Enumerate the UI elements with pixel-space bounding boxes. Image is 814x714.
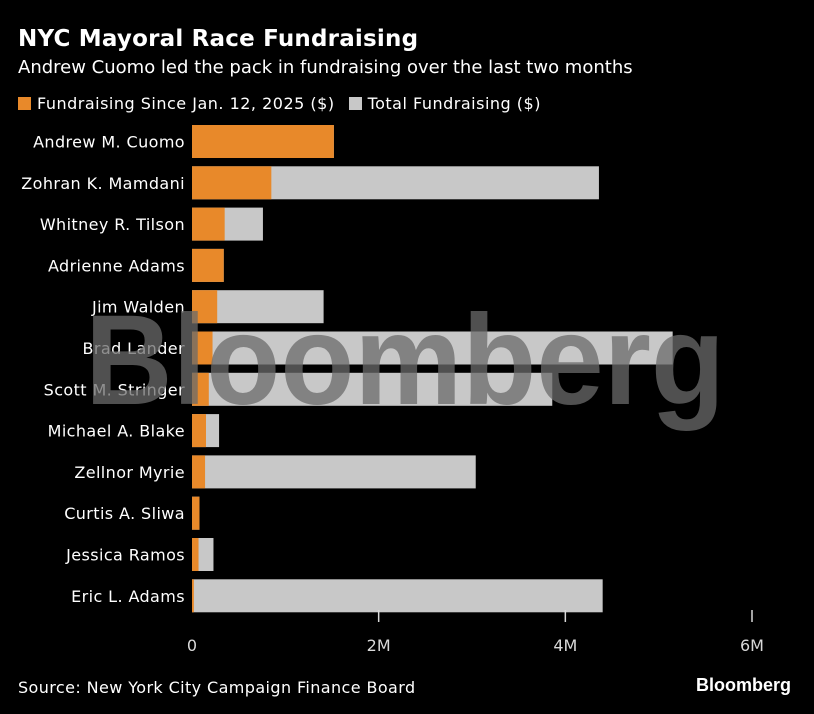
- bar-total-scott-m-stringer: [192, 372, 553, 406]
- category-labels-layer: Andrew M. Cuomo Zohran K. Mamdani Whitney …: [21, 133, 185, 606]
- bar-since-jan-eric-l-adams: [192, 579, 194, 613]
- bar-total-zellnor-myrie: [192, 455, 476, 489]
- bar-since-jan-jessica-ramos: [192, 538, 199, 571]
- chart-subtitle: Andrew Cuomo led the pack in fundraising…: [18, 57, 633, 78]
- bar-since-jan-zellnor-myrie: [192, 455, 206, 489]
- bar-since-jan-whitney-r-tilson: [192, 207, 225, 241]
- category-label-michael-a-blake: Michael A. Blake: [48, 422, 185, 441]
- x-tick-label-4M: 4M: [553, 636, 577, 655]
- category-label-jessica-ramos: Jessica Ramos: [65, 546, 185, 565]
- chart-legend: Fundraising Since Jan. 12, 2025 ($) Tota…: [18, 93, 555, 113]
- bar-since-jan-michael-a-blake: [192, 414, 206, 448]
- category-label-scott-m-stringer: Scott M. Stringer: [44, 380, 185, 399]
- category-label-eric-l-adams: Eric L. Adams: [71, 587, 185, 606]
- bloomberg-watermark: Bloomberg: [85, 289, 725, 432]
- category-label-brad-lander: Brad Lander: [83, 339, 185, 358]
- legend-swatch-total: [348, 96, 362, 110]
- bar-since-jan-adrienne-adams: [192, 248, 224, 282]
- category-label-whitney-r-tilson: Whitney R. Tilson: [40, 215, 185, 234]
- x-tick-label-2M: 2M: [367, 636, 391, 655]
- category-label-jim-walden: Jim Walden: [91, 298, 185, 317]
- category-label-andrew-m-cuomo: Andrew M. Cuomo: [33, 133, 185, 152]
- category-label-curtis-a-sliwa: Curtis A. Sliwa: [64, 504, 185, 523]
- bar-since-jan-brad-lander: [192, 331, 213, 365]
- bar-since-jan-zohran-k-mamdani: [192, 166, 272, 200]
- legend-item-total: Total Fundraising ($): [348, 93, 541, 113]
- bar-total-eric-l-adams: [192, 579, 603, 613]
- chart-title: NYC Mayoral Race Fundraising: [18, 26, 419, 52]
- legend-item-since-jan: Fundraising Since Jan. 12, 2025 ($): [18, 94, 335, 113]
- category-label-adrienne-adams: Adrienne Adams: [48, 256, 185, 275]
- source-note: Source: New York City Campaign Finance B…: [18, 678, 416, 697]
- bar-since-jan-andrew-m-cuomo: [192, 125, 334, 158]
- x-axis: 0 2M 4M 6M: [187, 610, 764, 655]
- bar-total-brad-lander: [192, 331, 673, 365]
- bar-since-jan-jim-walden: [192, 290, 218, 324]
- bloomberg-logo: Bloomberg: [696, 675, 792, 695]
- category-label-zellnor-myrie: Zellnor Myrie: [74, 463, 185, 482]
- x-tick-label-6M: 6M: [740, 636, 764, 655]
- category-label-zohran-k-mamdani: Zohran K. Mamdani: [21, 174, 185, 193]
- legend-label-total: Total Fundraising ($): [367, 93, 541, 113]
- legend-label-since-jan: Fundraising Since Jan. 12, 2025 ($): [37, 93, 335, 113]
- bars-layer: [192, 125, 673, 613]
- bar-since-jan-curtis-a-sliwa: [192, 496, 200, 530]
- bar-since-jan-scott-m-stringer: [192, 372, 209, 406]
- legend-swatch-since-jan: [18, 96, 31, 110]
- x-tick-label-0: 0: [187, 636, 197, 655]
